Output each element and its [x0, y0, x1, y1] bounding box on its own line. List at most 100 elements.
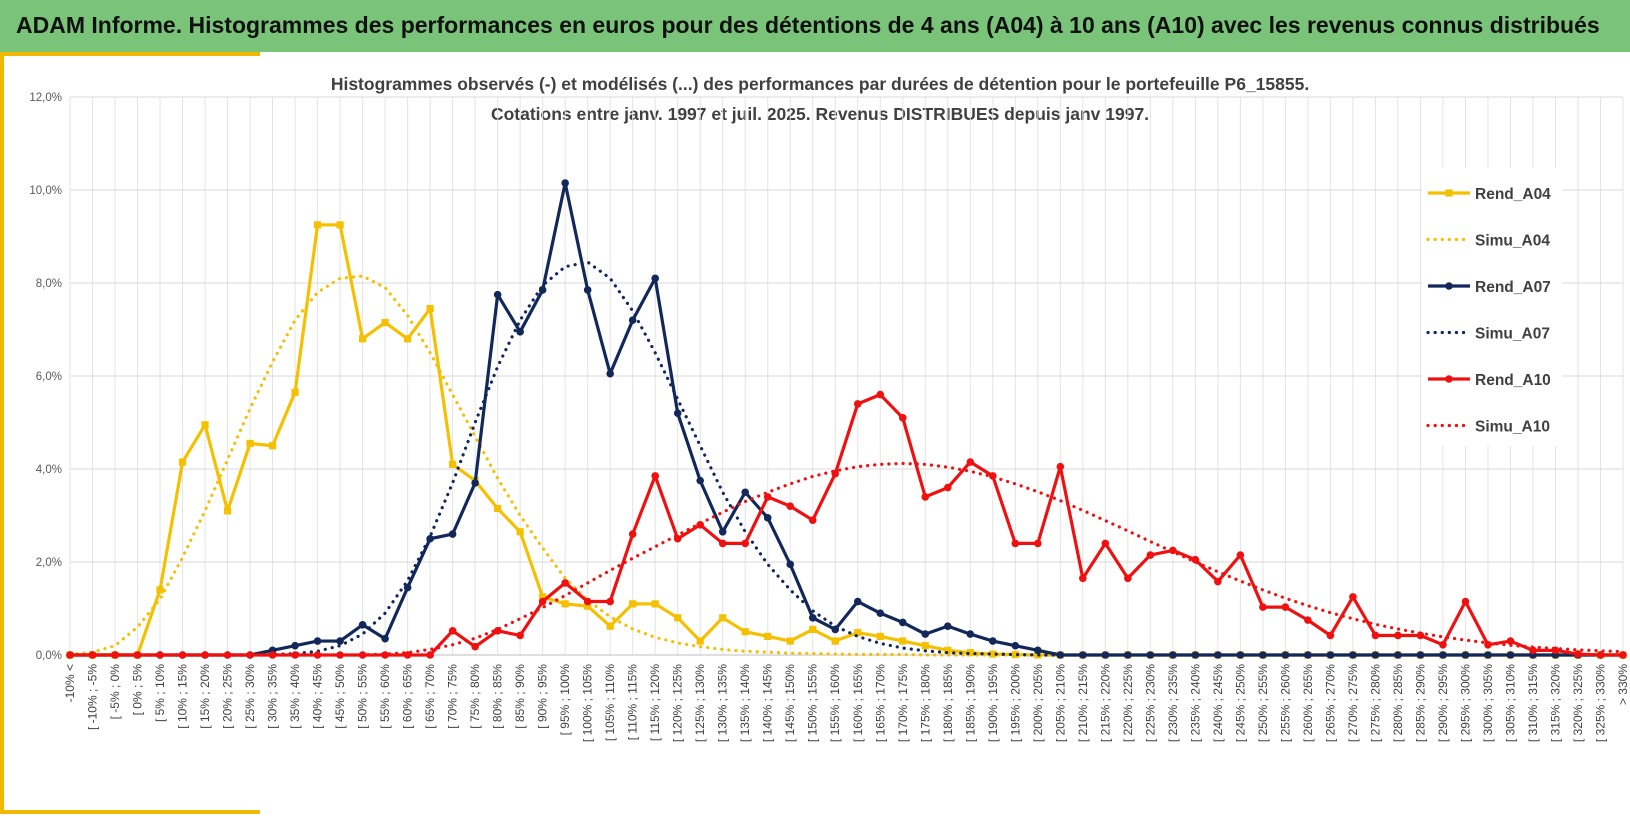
x-tick-label: [ 170% ; 175%	[896, 664, 910, 742]
data-point-rend_a10	[943, 483, 952, 492]
x-tick-label: > 330%	[1616, 664, 1630, 705]
x-tick-label: [ 245% ; 250%	[1233, 664, 1247, 742]
data-point-rend_a07	[1394, 651, 1402, 659]
x-tick-label: [ 20% ; 25%	[221, 664, 235, 729]
data-point-rend_a10	[1011, 539, 1020, 548]
data-point-rend_a10	[471, 642, 479, 651]
data-point-rend_a07	[628, 316, 637, 325]
data-point-rend_a07	[876, 609, 885, 617]
legend-label: Simu_A07	[1475, 326, 1550, 343]
data-point-rend_a07	[988, 637, 997, 645]
x-tick-label: [ 35% ; 40%	[288, 664, 302, 729]
x-tick-label: [ 100% ; 105%	[581, 664, 595, 742]
series-line-rend_a10	[70, 393, 1623, 657]
data-point-rend_a07	[943, 622, 952, 630]
data-point-rend_a10	[1281, 603, 1290, 611]
data-point-rend_a07	[696, 476, 705, 485]
data-point-rend_a07	[1349, 651, 1357, 659]
x-tick-label: [ 280% ; 285%	[1391, 664, 1405, 742]
x-tick-label: [ 95% ; 100%	[558, 664, 572, 736]
data-point-rend_a07	[651, 274, 659, 283]
x-tick-label: [ 125% ; 130%	[693, 664, 707, 742]
data-point-rend_a10	[1371, 631, 1380, 640]
data-point-rend_a04	[944, 646, 952, 654]
x-tick-label: [ 315% ; 320%	[1548, 664, 1562, 742]
data-point-rend_a07	[493, 290, 502, 299]
x-tick-label: [ 130% ; 135%	[716, 664, 730, 742]
data-point-rend_a04	[494, 504, 502, 513]
data-point-rend_a07	[1506, 651, 1515, 659]
x-tick-label: [ 215% ; 220%	[1098, 664, 1112, 742]
x-tick-label: [ 310% ; 315%	[1526, 664, 1540, 742]
x-tick-label: [ 295% ; 300%	[1458, 664, 1472, 742]
data-point-rend_a07	[583, 286, 592, 294]
data-point-rend_a04	[831, 637, 839, 645]
data-point-rend_a10	[808, 516, 817, 524]
legend-background	[1422, 168, 1562, 446]
data-point-rend_a07	[471, 479, 479, 487]
data-point-rend_a10	[651, 472, 659, 480]
data-point-rend_a10	[1101, 539, 1110, 548]
accent-bar-bottom-left	[0, 810, 260, 814]
data-point-rend_a10	[1034, 539, 1042, 548]
x-tick-label: [ 175% ; 180%	[918, 664, 932, 742]
gridlines	[69, 96, 1624, 656]
x-tick-label: [ 45% ; 50%	[333, 664, 347, 729]
legend-label: Simu_A04	[1475, 233, 1550, 250]
data-point-rend_a07	[1236, 651, 1245, 659]
x-tick-label: [ 60% ; 65%	[401, 664, 415, 729]
data-point-rend_a07	[921, 630, 930, 638]
data-point-rend_a07	[741, 488, 750, 497]
series-line-simu_a07	[68, 260, 1625, 657]
x-tick-label: [ 5% ; 10%	[153, 664, 167, 722]
data-point-rend_a07	[516, 328, 524, 336]
data-point-rend_a04	[786, 637, 794, 645]
data-point-rend_a10	[921, 493, 930, 501]
x-tick-label: [ -5% ; 0%	[108, 664, 122, 720]
axes: 0,0% 2,0% 4,0% 6,0% 8,0% 10,0% 12,0% -10% < [ -1…	[29, 92, 1630, 742]
data-point-rend_a04	[358, 335, 367, 343]
data-point-rend_a10	[1146, 551, 1155, 559]
x-tick-label: [ 205% ; 210%	[1053, 664, 1067, 742]
x-tick-label: [ 10% ; 15%	[176, 664, 190, 729]
data-point-rend_a10	[988, 472, 997, 480]
x-tick-label: [ 140% ; 145%	[761, 664, 775, 742]
x-tick-label: [ 200% ; 205%	[1031, 664, 1045, 742]
data-point-rend_a04	[606, 622, 614, 630]
data-point-rend_a10	[1056, 462, 1065, 471]
x-tick-label: [ 55% ; 60%	[378, 664, 392, 729]
data-point-rend_a10	[1124, 574, 1132, 583]
y-tick-label: 0,0%	[36, 650, 62, 662]
x-tick-label: [ 0% ; 5%	[131, 664, 145, 716]
x-tick-label: [ 235% ; 240%	[1188, 664, 1202, 742]
data-point-rend_a10	[268, 651, 277, 659]
data-point-rend_a04	[246, 439, 254, 448]
data-point-rend_a07	[336, 637, 344, 645]
data-point-rend_a10	[1574, 650, 1582, 658]
data-point-rend_a07	[1101, 651, 1110, 659]
data-point-rend_a10	[1259, 603, 1267, 611]
data-point-rend_a04	[516, 528, 524, 536]
x-tick-label: [ 255% ; 260%	[1278, 664, 1292, 742]
x-tick-label: [ 300% ; 305%	[1481, 664, 1495, 742]
x-tick-label: -10% <	[63, 664, 77, 702]
data-point-rend_a04	[539, 593, 547, 601]
x-tick-label: [ 145% ; 150%	[783, 664, 797, 742]
x-tick-label: [ 25% ; 30%	[243, 664, 257, 729]
data-point-rend_a07	[381, 634, 389, 643]
data-point-rend_a10	[966, 458, 975, 466]
data-point-rend_a07	[291, 641, 299, 650]
y-tick-label: 10,0%	[29, 185, 62, 197]
data-point-rend_a10	[763, 493, 772, 501]
data-point-rend_a10	[516, 631, 524, 640]
data-point-rend_a04	[381, 318, 389, 327]
legend-label: Rend_A07	[1475, 279, 1551, 296]
legend-marker	[1445, 375, 1453, 383]
data-point-rend_a04	[876, 632, 884, 640]
x-tick-label: [ 305% ; 310%	[1503, 664, 1517, 742]
x-tick-label: [ 70% ; 75%	[446, 664, 460, 729]
data-point-rend_a04	[1011, 650, 1019, 659]
x-tick-label: [ 230% ; 235%	[1166, 664, 1180, 742]
